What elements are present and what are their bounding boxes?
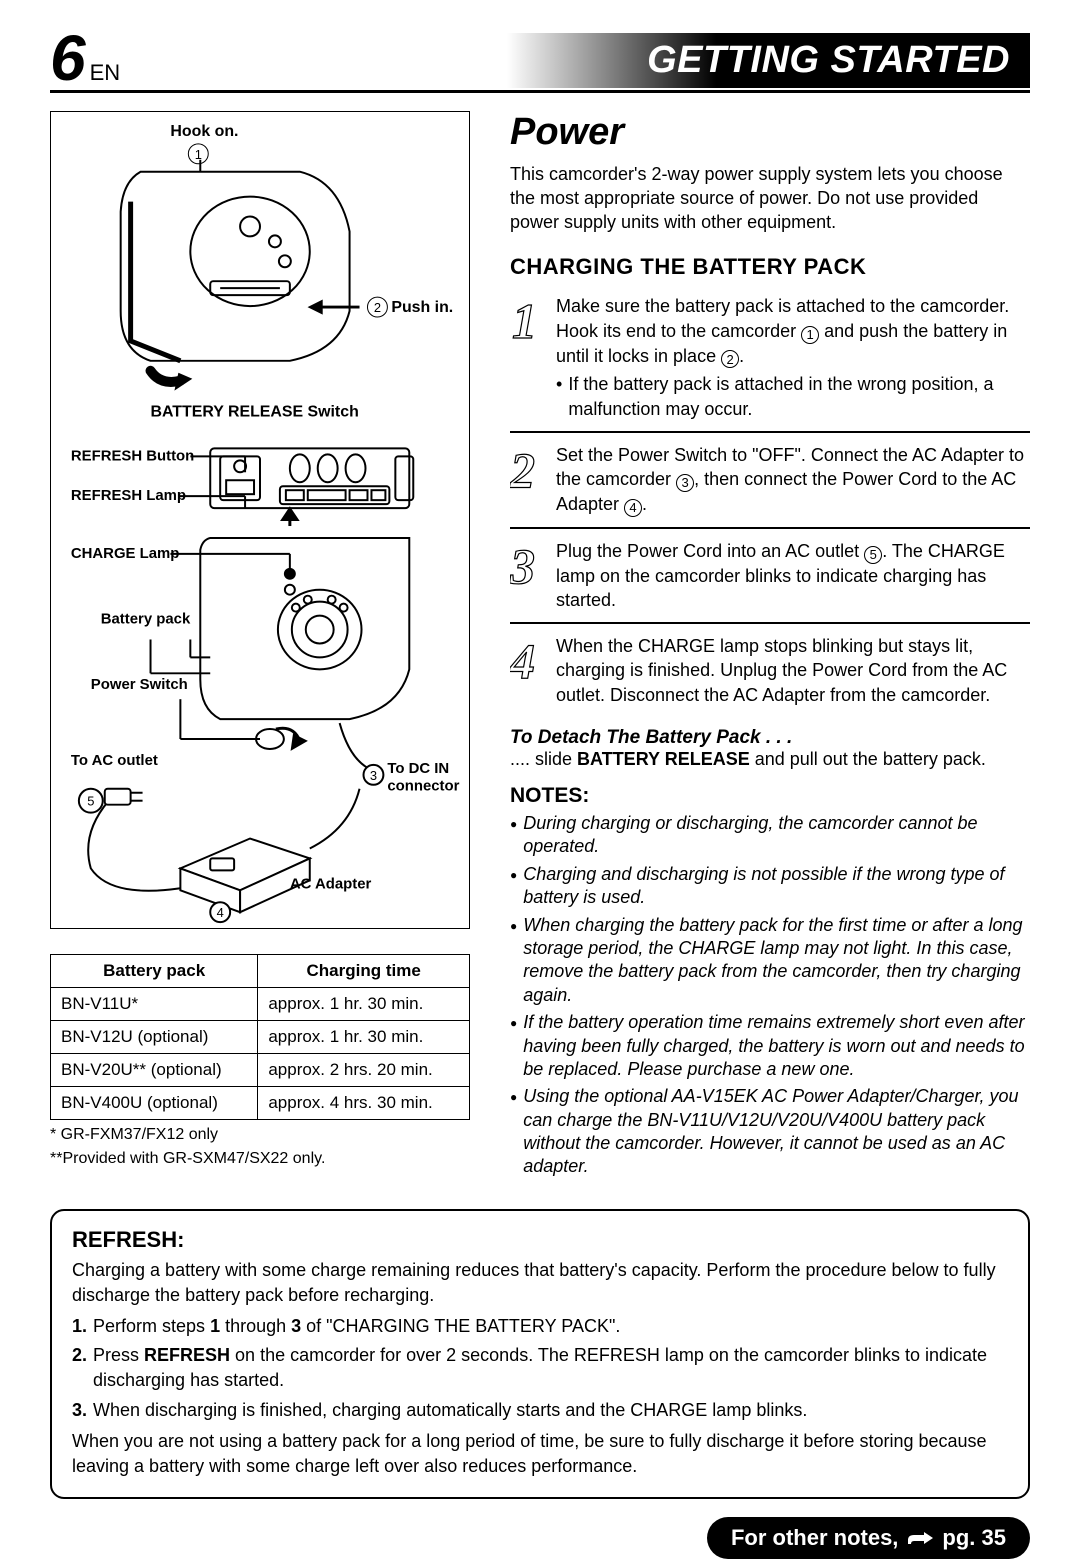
- refresh-intro: Charging a battery with some charge rema…: [72, 1258, 1008, 1308]
- diagram-label-battery-release: BATTERY RELEASE Switch: [151, 403, 359, 420]
- step-4: 4 When the CHARGE lamp stops blinking bu…: [510, 634, 1030, 717]
- page-header: 6 EN GETTING STARTED: [50, 30, 1030, 93]
- svg-text:Push in.: Push in.: [391, 299, 453, 316]
- svg-text:REFRESH Lamp: REFRESH Lamp: [71, 487, 186, 504]
- refresh-step-1: 1. Perform steps 1 through 3 of "CHARGIN…: [72, 1314, 1008, 1339]
- page-lang: EN: [90, 63, 121, 83]
- notes-list: During charging or discharging, the camc…: [510, 812, 1030, 1179]
- step-number-1-icon: 1: [510, 294, 546, 346]
- table-row: BN-V12U (optional)approx. 1 hr. 30 min.: [51, 1020, 470, 1053]
- svg-text:3: 3: [370, 767, 377, 782]
- refresh-box: REFRESH: Charging a battery with some ch…: [50, 1209, 1030, 1499]
- note-item: During charging or discharging, the camc…: [510, 812, 1030, 859]
- svg-text:Power Switch: Power Switch: [91, 676, 188, 693]
- svg-text:Battery pack: Battery pack: [101, 610, 191, 627]
- charging-subhead: CHARGING THE BATTERY PACK: [510, 254, 1030, 280]
- step-3: 3 Plug the Power Cord into an AC outlet …: [510, 539, 1030, 624]
- step-number-2-icon: 2: [510, 443, 546, 495]
- svg-text:CHARGE Lamp: CHARGE Lamp: [71, 544, 180, 561]
- table-footnote-1: * GR-FXM37/FX12 only: [50, 1126, 470, 1144]
- detach-body: .... slide BATTERY RELEASE and pull out …: [510, 749, 1030, 770]
- diagram-label-hook-on: Hook on.: [170, 122, 238, 139]
- svg-text:2: 2: [510, 443, 535, 495]
- svg-text:connector: connector: [387, 777, 459, 794]
- note-item: If the battery operation time remains ex…: [510, 1011, 1030, 1081]
- table-row: BN-V20U** (optional)approx. 2 hrs. 20 mi…: [51, 1053, 470, 1086]
- svg-text:2: 2: [374, 300, 381, 315]
- step-1: 1 Make sure the battery pack is attached…: [510, 294, 1030, 432]
- table-footnote-2: **Provided with GR-SXM47/SX22 only.: [50, 1150, 470, 1168]
- svg-text:REFRESH Button: REFRESH Button: [71, 447, 194, 464]
- svg-text:4: 4: [217, 905, 224, 920]
- page-number: 6 EN: [50, 30, 120, 88]
- svg-text:To AC outlet: To AC outlet: [71, 751, 158, 768]
- camcorder-diagram: Hook on. 1 2 Push in. BATTERY RELEASE: [50, 111, 470, 929]
- header-title: GETTING STARTED: [507, 33, 1030, 88]
- table-row: BN-V11U*approx. 1 hr. 30 min.: [51, 987, 470, 1020]
- charging-time-table: Battery pack Charging time BN-V11U*appro…: [50, 954, 470, 1120]
- refresh-step-3: 3. When discharging is finished, chargin…: [72, 1398, 1008, 1423]
- table-row: BN-V400U (optional)approx. 4 hrs. 30 min…: [51, 1086, 470, 1119]
- pointing-hand-icon: [906, 1529, 934, 1547]
- svg-text:3: 3: [510, 539, 535, 591]
- section-title-power: Power: [510, 111, 1030, 154]
- step-number-4-icon: 4: [510, 634, 546, 686]
- svg-text:To DC IN: To DC IN: [387, 759, 449, 776]
- svg-text:AC Adapter: AC Adapter: [290, 875, 372, 892]
- svg-text:1: 1: [512, 294, 537, 346]
- svg-text:1: 1: [195, 146, 202, 161]
- refresh-step-2: 2. Press REFRESH on the camcorder for ov…: [72, 1343, 1008, 1393]
- table-header-time: Charging time: [258, 954, 470, 987]
- note-item: When charging the battery pack for the f…: [510, 914, 1030, 1008]
- note-item: Using the optional AA-V15EK AC Power Ada…: [510, 1085, 1030, 1179]
- footer-see-also: For other notes, pg. 35: [707, 1517, 1030, 1559]
- table-header-battery: Battery pack: [51, 954, 258, 987]
- step-2: 2 Set the Power Switch to "OFF". Connect…: [510, 443, 1030, 529]
- right-column: Power This camcorder's 2-way power suppl…: [510, 111, 1030, 1183]
- refresh-title: REFRESH:: [72, 1225, 1008, 1256]
- svg-text:5: 5: [87, 793, 94, 808]
- refresh-tail: When you are not using a battery pack fo…: [72, 1429, 1008, 1479]
- page-number-value: 6: [50, 30, 86, 88]
- note-item: Charging and discharging is not possible…: [510, 863, 1030, 910]
- left-column: Hook on. 1 2 Push in. BATTERY RELEASE: [50, 111, 470, 1183]
- detach-heading: To Detach The Battery Pack . . .: [510, 727, 1030, 749]
- svg-text:4: 4: [510, 634, 535, 686]
- notes-heading: NOTES:: [510, 784, 1030, 808]
- step-number-3-icon: 3: [510, 539, 546, 591]
- power-intro: This camcorder's 2-way power supply syst…: [510, 162, 1030, 235]
